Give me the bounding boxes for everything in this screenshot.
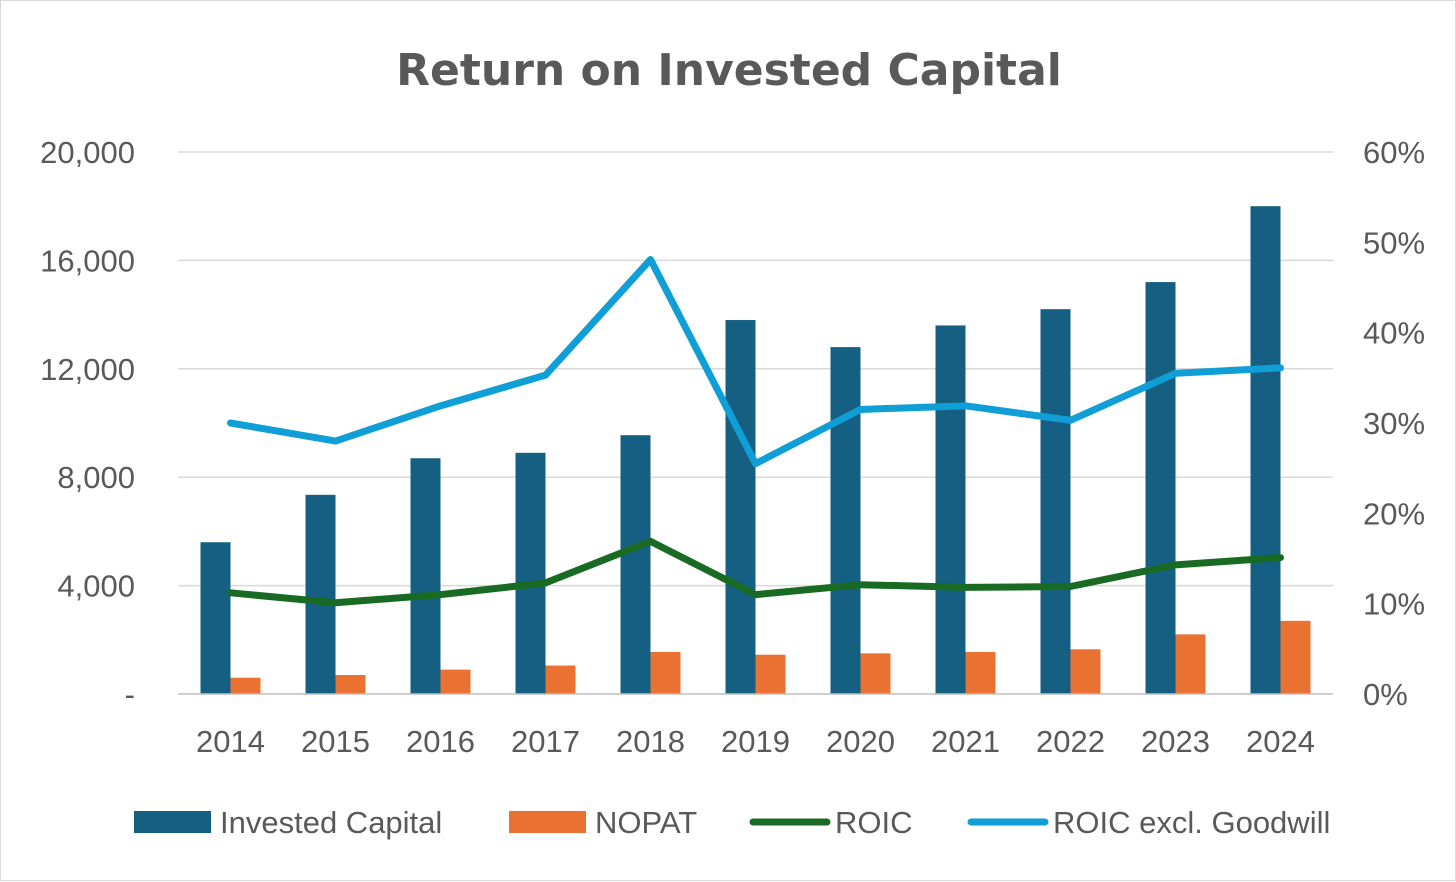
bar — [1175, 634, 1206, 694]
right-tick-label: 30% — [1363, 406, 1425, 441]
legend-label: ROIC excl. Goodwill — [1053, 805, 1330, 840]
bar — [440, 669, 471, 694]
x-tick-label: 2019 — [721, 724, 790, 759]
bar — [545, 665, 576, 694]
legend: Invested Capital NOPAT ROIC ROIC excl. Good… — [134, 805, 1330, 840]
x-tick-label: 2020 — [826, 724, 895, 759]
bar — [1145, 282, 1176, 694]
chart-title: Return on Invested Capital — [396, 45, 1062, 96]
left-tick-label: 4,000 — [57, 569, 135, 604]
x-tick-label: 2014 — [196, 724, 265, 759]
right-tick-label: 20% — [1363, 496, 1425, 531]
x-axis-ticks: 2014 2015 2016 2017 2018 2019 2020 2021 2022 2023… — [196, 724, 1315, 759]
bar — [200, 542, 231, 694]
legend-label: NOPAT — [595, 805, 697, 840]
x-tick-label: 2018 — [616, 724, 685, 759]
bar — [515, 452, 546, 694]
bar — [230, 677, 261, 694]
left-tick-label: 8,000 — [57, 460, 135, 495]
right-tick-label: 0% — [1363, 677, 1408, 712]
bar — [1280, 620, 1311, 694]
left-tick-label: 16,000 — [40, 243, 135, 278]
bar — [725, 320, 756, 694]
bar — [1040, 309, 1071, 694]
bar — [620, 435, 651, 694]
legend-label: ROIC — [835, 805, 913, 840]
x-tick-label: 2023 — [1141, 724, 1210, 759]
series-line — [227, 255, 1284, 468]
bar — [965, 651, 996, 694]
bar — [935, 325, 966, 694]
x-tick-label: 2024 — [1246, 724, 1315, 759]
right-tick-label: 10% — [1363, 587, 1425, 622]
right-tick-label: 40% — [1363, 316, 1425, 351]
right-axis-ticks: 0% 10% 20% 30% 40% 50% 60% — [1363, 135, 1425, 712]
bar — [1070, 649, 1101, 694]
legend-swatch — [509, 811, 586, 833]
lines — [227, 255, 1284, 607]
left-tick-label: - — [125, 677, 135, 712]
left-axis-ticks: - 4,000 8,000 12,000 16,000 20,000 — [40, 135, 135, 712]
bar — [410, 458, 441, 694]
left-tick-label: 12,000 — [40, 352, 135, 387]
bar — [830, 347, 861, 694]
left-tick-label: 20,000 — [40, 135, 135, 170]
legend-swatch — [134, 811, 211, 833]
bar — [335, 675, 366, 694]
bar — [860, 653, 891, 694]
bar — [1250, 206, 1281, 694]
bar — [755, 654, 786, 694]
bar — [305, 494, 336, 694]
x-tick-label: 2015 — [301, 724, 370, 759]
x-tick-label: 2022 — [1036, 724, 1105, 759]
x-tick-label: 2016 — [406, 724, 475, 759]
series-line — [227, 537, 1284, 607]
bars — [200, 206, 1311, 694]
legend-label: Invested Capital — [220, 805, 442, 840]
right-tick-label: 60% — [1363, 135, 1425, 170]
bar — [650, 651, 681, 694]
x-tick-label: 2017 — [511, 724, 580, 759]
right-tick-label: 50% — [1363, 225, 1425, 260]
x-tick-label: 2021 — [931, 724, 1000, 759]
